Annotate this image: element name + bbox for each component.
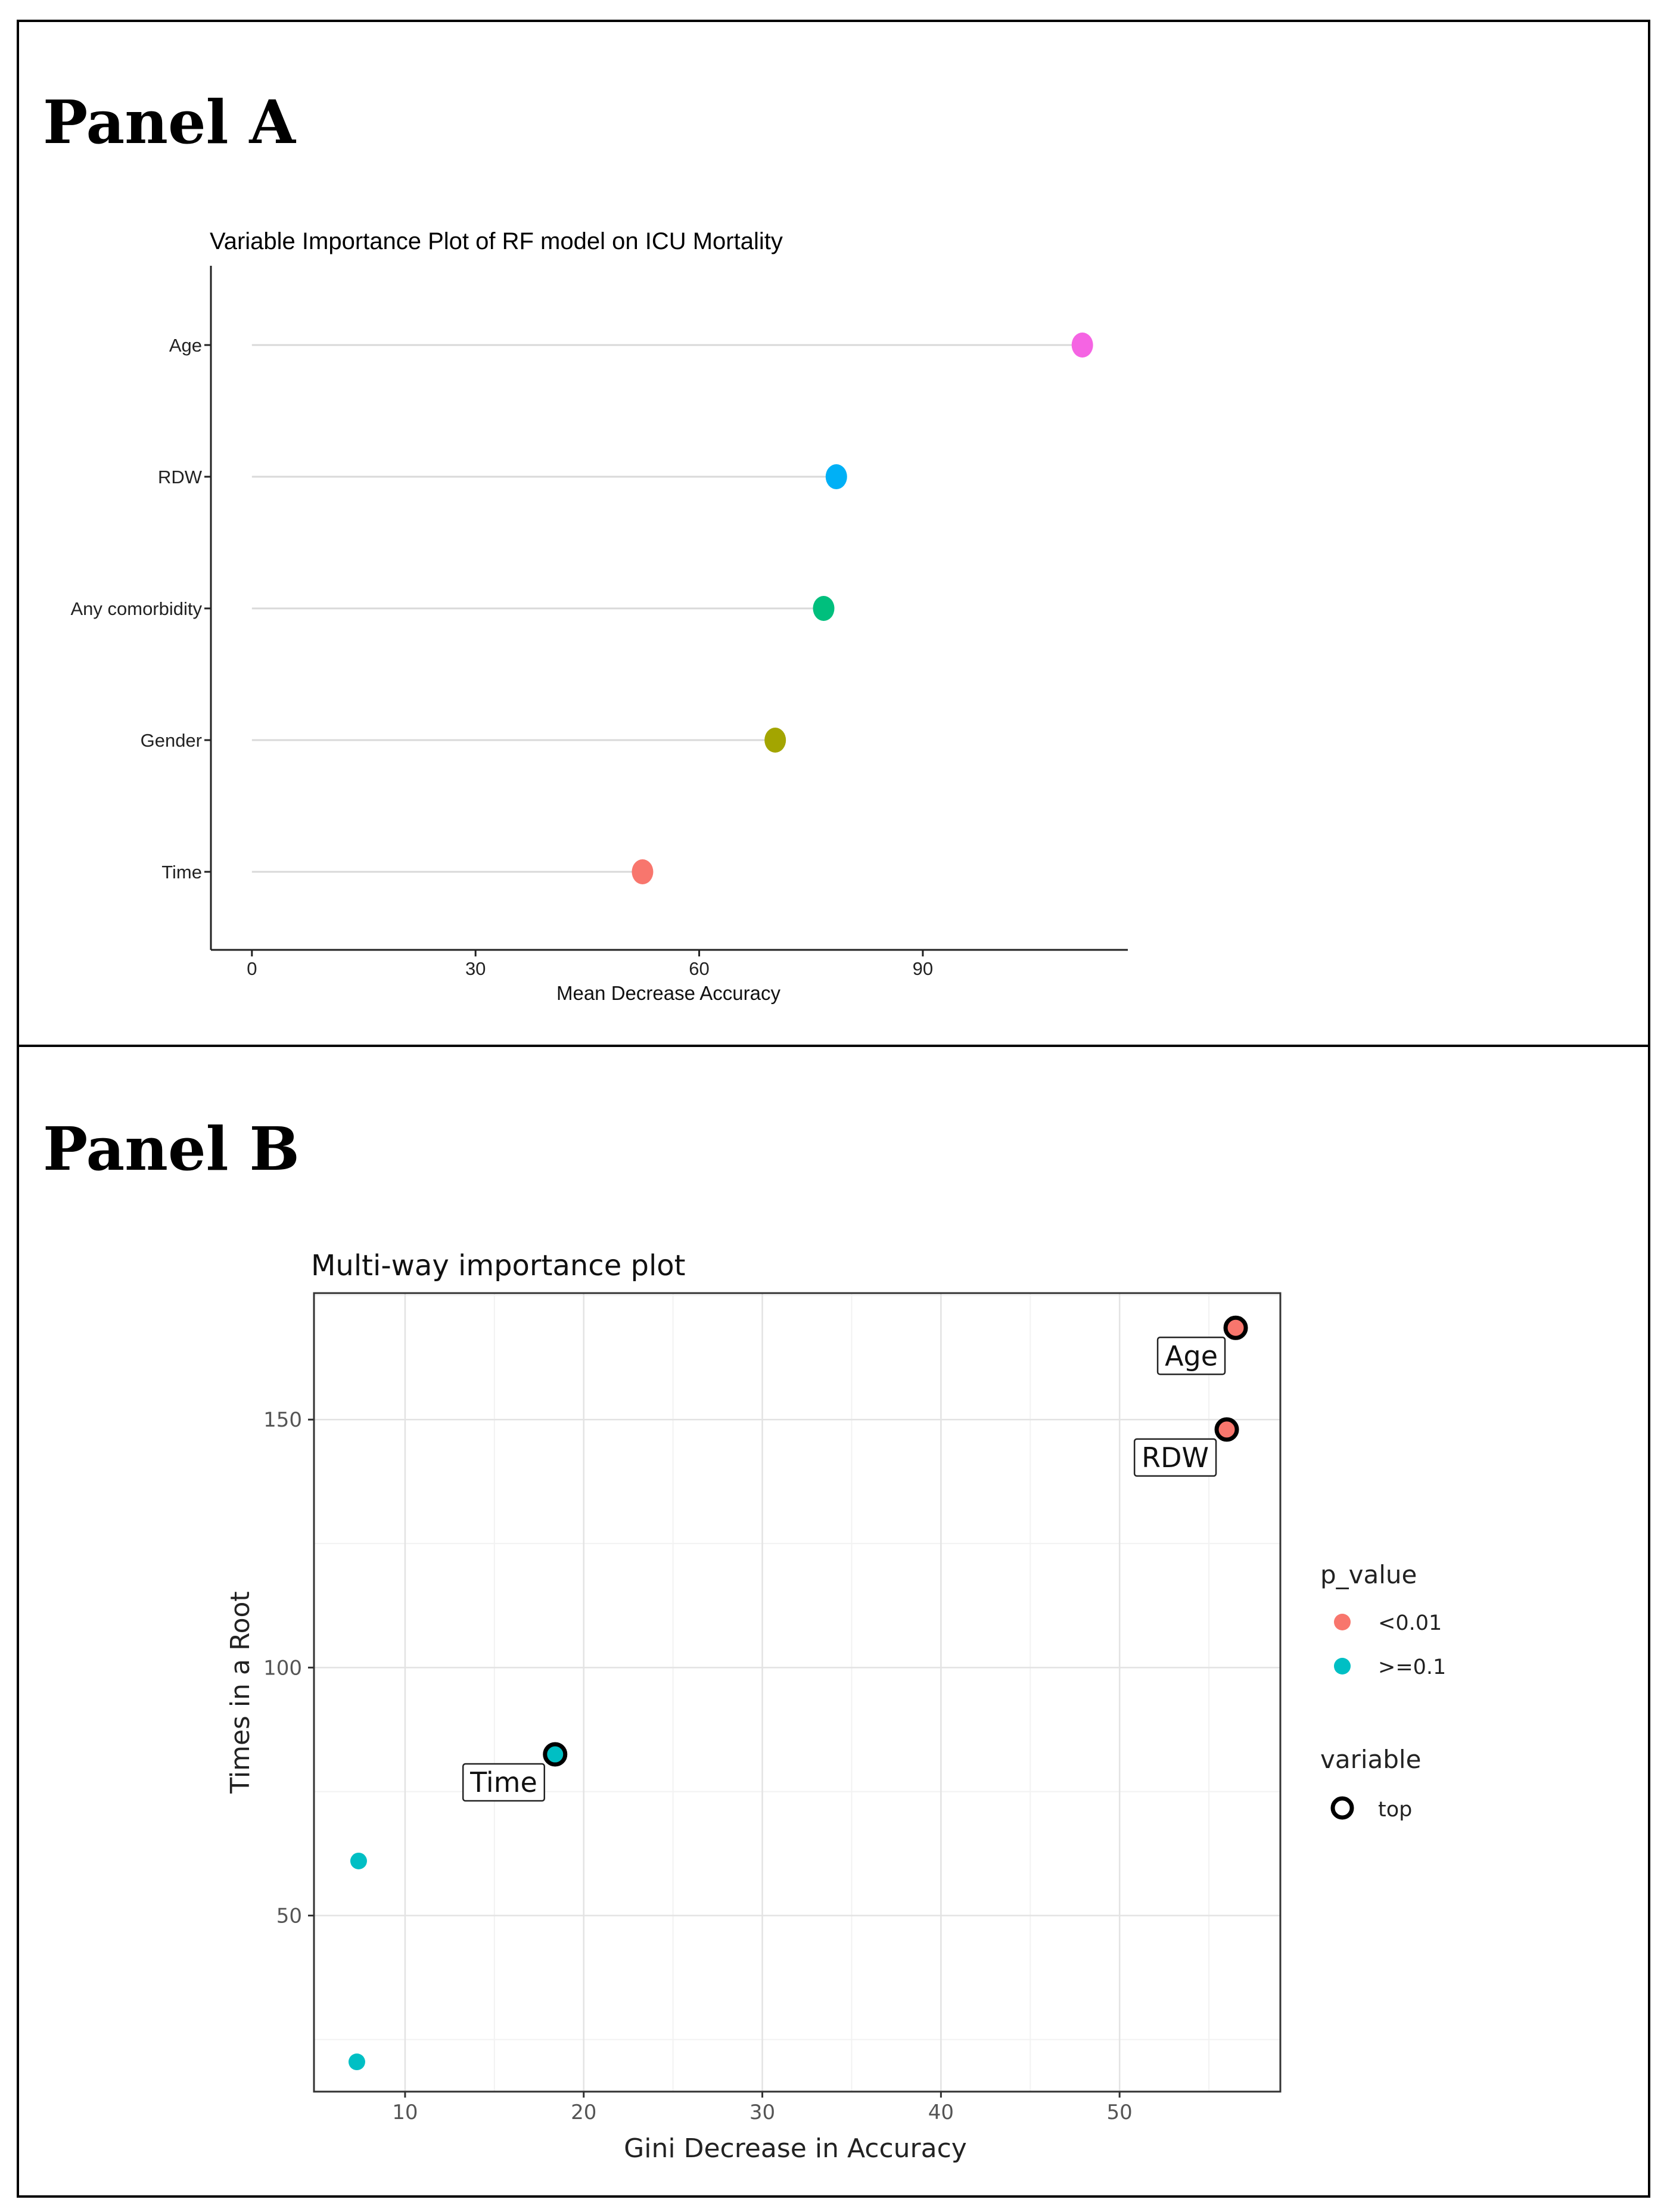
chart-b-title: Multi-way importance plot	[311, 1249, 685, 1282]
chart-b-point-labels: Age RDW Time	[462, 1337, 1226, 1802]
point-rdw	[825, 464, 847, 489]
point-rdw	[1214, 1417, 1239, 1442]
point-unlabeled-4	[348, 2053, 365, 2071]
y-tick-label-age: Age	[169, 335, 202, 356]
chart-b-tick-labels: 10 20 30 40 50 50 100 150	[263, 1408, 1133, 2124]
label-age: Age	[1156, 1337, 1226, 1375]
b-x-tick-label-40: 40	[928, 2101, 954, 2124]
multi-way-importance-chart: Multi-way importance plot 10 20 30 40 505010…	[225, 1249, 1446, 2164]
chart-b-tick-marks	[308, 1418, 1121, 2098]
y-tick-label-time: Time	[161, 862, 202, 883]
label-text-age: Age	[1165, 1340, 1218, 1372]
panel-divider	[17, 1045, 1650, 1047]
x-tick-label-60: 60	[689, 958, 709, 979]
legend-p-value-title: p_value	[1320, 1560, 1417, 1589]
chart-b-plot-border	[313, 1292, 1282, 2093]
label-box-time	[462, 1763, 546, 1802]
b-x-tick-label-20: 20	[571, 2101, 596, 2124]
y-tick-label-any-comorbidity: Any comorbidity	[70, 598, 202, 619]
label-time: Time	[462, 1763, 546, 1802]
point-age	[1223, 1315, 1248, 1340]
chart-b-gridlines	[314, 1293, 1280, 2092]
chart-b-x-axis-label: Gini Decrease in Accuracy	[624, 2133, 967, 2164]
b-x-tick-label-50: 50	[1107, 2101, 1133, 2124]
chart-b-points	[348, 1315, 1248, 2071]
y-tick-label-gender: Gender	[141, 730, 202, 751]
legend-p-value-ge01-swatch	[1334, 1658, 1351, 1674]
panel-b-label: Panel B	[43, 1114, 300, 1184]
point-gender	[764, 728, 786, 753]
legend-variable-title: variable	[1320, 1745, 1421, 1774]
b-y-tick-label-150: 150	[263, 1408, 302, 1432]
panel-a-label: Panel A	[43, 87, 296, 157]
chart-a-title: Variable Importance Plot of RF model on …	[210, 228, 783, 254]
chart-b-y-axis-label: Times in a Root	[225, 1591, 256, 1794]
x-tick-label-0: 0	[247, 958, 257, 979]
x-tick-label-30: 30	[465, 958, 486, 979]
legend-p-value-ge01-label: >=0.1	[1378, 1655, 1446, 1679]
label-rdw: RDW	[1133, 1438, 1217, 1477]
y-tick-label-rdw: RDW	[158, 467, 203, 487]
variable-importance-chart: Variable Importance Plot of RF model on …	[70, 228, 1128, 1004]
chart-a-x-axis-label: Mean Decrease Accuracy	[556, 982, 781, 1004]
point-time	[632, 859, 654, 884]
point-unlabeled-3	[350, 1852, 367, 1869]
point-any-comorbidity	[813, 596, 835, 621]
lollipop-sticks	[251, 344, 1083, 873]
chart-a-y-tick-labels: Age RDW Any comorbidity Gender Time	[70, 335, 202, 883]
b-x-tick-label-30: 30	[749, 2101, 775, 2124]
b-x-tick-label-10: 10	[392, 2101, 418, 2124]
chart-a-y-tick-marks	[204, 344, 211, 873]
chart-a-x-tick-marks	[251, 950, 924, 956]
label-box-rdw	[1133, 1438, 1217, 1477]
point-age	[1071, 333, 1093, 358]
b-y-tick-label-100: 100	[263, 1656, 302, 1680]
legend-variable-top-label: top	[1378, 1798, 1412, 1822]
x-tick-label-90: 90	[913, 958, 933, 979]
legend-p-value-lt001-label: <0.01	[1378, 1611, 1442, 1635]
label-text-time: Time	[469, 1766, 537, 1798]
lollipop-points	[632, 333, 1093, 884]
legend-p-value-lt001-swatch	[1334, 1614, 1351, 1630]
point-time	[543, 1742, 568, 1767]
chart-a-x-tick-labels: 0 30 60 90	[247, 958, 933, 979]
label-box-age	[1156, 1337, 1226, 1375]
figure-frame	[17, 20, 1650, 2198]
chart-b-legend: p_value <0.01 >=0.1 variable top	[1320, 1560, 1446, 1822]
b-y-tick-label-50: 50	[276, 1905, 302, 1928]
label-text-rdw: RDW	[1142, 1441, 1209, 1474]
legend-variable-top-swatch	[1330, 1796, 1354, 1820]
